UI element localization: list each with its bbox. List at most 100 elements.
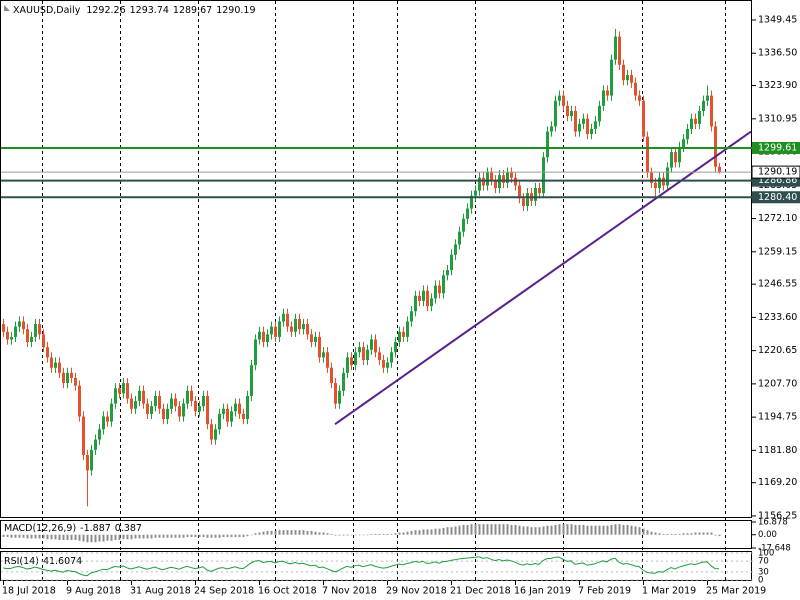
macd-bar	[210, 534, 213, 538]
candle-body	[306, 324, 309, 335]
macd-bar	[382, 533, 385, 535]
x-tick-label: 24 Sep 2018	[194, 586, 254, 597]
candle-body	[610, 59, 613, 96]
candle-body	[10, 336, 13, 340]
candle-body	[310, 334, 313, 343]
candle-body	[698, 110, 701, 124]
x-tick-label: 18 Jul 2018	[2, 586, 56, 597]
y-tick-label: 1310.95	[758, 113, 797, 124]
candle-body	[590, 128, 593, 135]
macd-bar	[378, 533, 381, 535]
macd-bar	[198, 534, 201, 537]
candle-body	[718, 166, 721, 173]
macd-bar	[298, 530, 301, 535]
macd-bar	[454, 526, 457, 535]
candle-body	[694, 118, 697, 124]
macd-bar	[134, 534, 137, 539]
macd-bar	[250, 534, 253, 536]
candle-body	[302, 324, 305, 330]
candle-body	[614, 36, 617, 60]
candle-body	[562, 95, 565, 106]
macd-bar	[506, 524, 509, 535]
macd-bar	[46, 534, 49, 540]
candle-body	[378, 352, 381, 360]
candle-body	[470, 195, 473, 209]
macd-bar	[238, 534, 241, 537]
macd-bar	[190, 534, 193, 537]
macd-bar	[174, 534, 177, 538]
candle-body	[66, 372, 69, 384]
y-tick-label: 1194.75	[758, 412, 797, 423]
macd-bar	[678, 533, 681, 535]
candle-body	[654, 182, 657, 189]
candle-body	[502, 175, 505, 183]
x-tick-label: 7 Feb 2019	[578, 586, 631, 597]
macd-bar	[558, 524, 561, 535]
candle-body	[6, 331, 9, 340]
macd-bar	[590, 525, 593, 535]
price-level-label: 1299.61	[758, 142, 797, 153]
candle-body	[386, 362, 389, 368]
candle-body	[438, 285, 441, 294]
macd-bar	[550, 525, 553, 535]
macd-bar	[274, 530, 277, 535]
candle-body	[354, 352, 357, 366]
y-tick-label: 1220.65	[758, 345, 797, 356]
candle-body	[434, 285, 437, 299]
macd-bar	[430, 529, 433, 535]
macd-bar	[130, 534, 133, 540]
candle-body	[246, 395, 249, 420]
rsi-y-tick-label: 0	[758, 576, 763, 586]
x-tick-label: 16 Oct 2018	[258, 586, 317, 597]
macd-bar	[702, 532, 705, 535]
macd-bar	[346, 534, 349, 536]
candle-body	[486, 172, 489, 186]
candle-body	[194, 401, 197, 412]
macd-bar	[218, 534, 221, 538]
candle-body	[338, 390, 341, 404]
macd-bar	[290, 530, 293, 535]
price-level-box	[752, 141, 800, 154]
macd-bar	[542, 526, 545, 535]
candle-body	[458, 231, 461, 245]
macd-bar	[594, 525, 597, 535]
macd-bar	[694, 532, 697, 535]
macd-bar	[330, 533, 333, 535]
candle-body	[598, 105, 601, 122]
macd-bar	[642, 528, 645, 535]
macd-bar	[2, 534, 5, 537]
macd-bar	[446, 527, 449, 535]
macd-bar	[94, 534, 97, 543]
macd-main: -1.887	[80, 523, 111, 534]
candle-body	[242, 413, 245, 420]
candle-body	[686, 128, 689, 140]
candle-body	[574, 110, 577, 132]
candle-body	[350, 357, 353, 366]
x-tick-label: 16 Jan 2019	[514, 586, 571, 597]
y-tick-label: 1272.10	[758, 213, 797, 224]
macd-bar	[606, 525, 609, 535]
macd-bar	[570, 524, 573, 535]
macd-bar	[118, 534, 121, 540]
macd-bar	[242, 534, 245, 537]
candle-body	[214, 429, 217, 440]
macd-bar	[370, 533, 373, 535]
candle-body	[466, 208, 469, 219]
candle-body	[618, 36, 621, 65]
macd-bar	[386, 533, 389, 535]
candle-body	[190, 390, 193, 402]
macd-bar	[414, 530, 417, 535]
candle-body	[430, 298, 433, 307]
candle-body	[546, 131, 549, 158]
macd-bar	[714, 534, 717, 536]
candle-body	[366, 349, 369, 360]
candle-body	[286, 313, 289, 327]
macd-bar	[202, 534, 205, 537]
macd-bar	[314, 531, 317, 535]
macd-bar	[706, 532, 709, 535]
macd-bar	[514, 524, 517, 535]
macd-bar	[546, 525, 549, 535]
macd-bar	[622, 524, 625, 535]
macd-bar	[682, 533, 685, 535]
